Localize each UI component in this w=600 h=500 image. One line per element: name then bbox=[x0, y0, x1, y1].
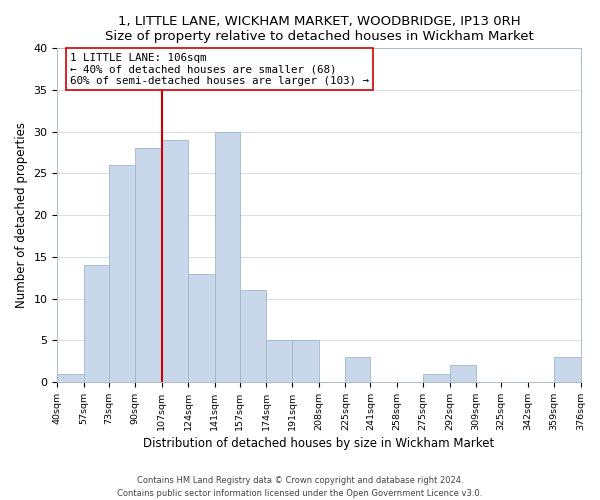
Bar bbox=[292, 340, 319, 382]
Bar bbox=[135, 148, 162, 382]
Bar bbox=[450, 366, 476, 382]
Bar bbox=[554, 357, 581, 382]
Bar bbox=[188, 274, 215, 382]
Bar bbox=[84, 265, 109, 382]
Bar bbox=[239, 290, 266, 382]
Title: 1, LITTLE LANE, WICKHAM MARKET, WOODBRIDGE, IP13 0RH
Size of property relative t: 1, LITTLE LANE, WICKHAM MARKET, WOODBRID… bbox=[104, 15, 533, 43]
Bar bbox=[215, 132, 239, 382]
Bar bbox=[423, 374, 450, 382]
Text: Contains HM Land Registry data © Crown copyright and database right 2024.
Contai: Contains HM Land Registry data © Crown c… bbox=[118, 476, 482, 498]
Bar bbox=[58, 374, 84, 382]
X-axis label: Distribution of detached houses by size in Wickham Market: Distribution of detached houses by size … bbox=[143, 437, 494, 450]
Bar bbox=[346, 357, 370, 382]
Bar bbox=[266, 340, 292, 382]
Text: 1 LITTLE LANE: 106sqm
← 40% of detached houses are smaller (68)
60% of semi-deta: 1 LITTLE LANE: 106sqm ← 40% of detached … bbox=[70, 52, 369, 86]
Bar bbox=[109, 165, 135, 382]
Y-axis label: Number of detached properties: Number of detached properties bbox=[15, 122, 28, 308]
Bar bbox=[162, 140, 188, 382]
